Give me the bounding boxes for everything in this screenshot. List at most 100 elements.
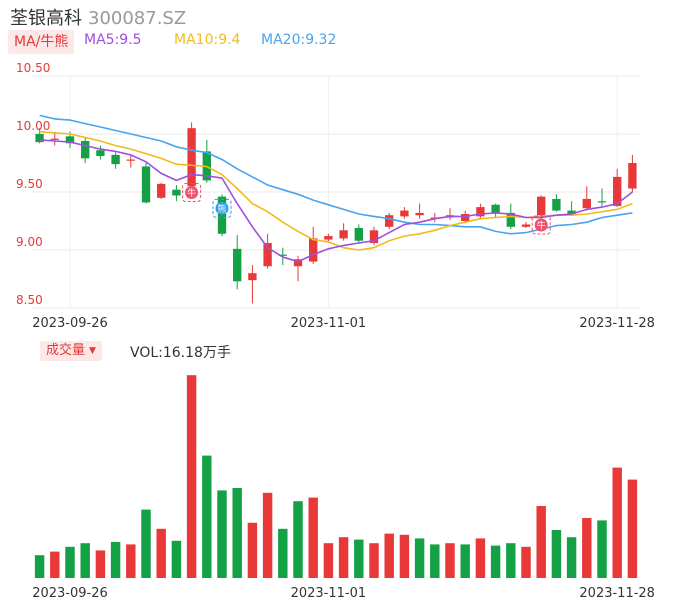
candle <box>597 188 607 206</box>
ma-indicator-selector[interactable]: MA/牛熊 <box>8 30 75 54</box>
volume-bar <box>323 543 334 578</box>
candle-body <box>613 176 622 206</box>
candle <box>369 226 379 246</box>
ma20-line <box>39 114 633 235</box>
candle-body <box>476 207 485 217</box>
volume-bar <box>490 545 501 578</box>
candle <box>35 128 44 144</box>
volume-bar <box>536 506 546 578</box>
volume-bar <box>521 546 531 578</box>
candle <box>521 222 531 228</box>
candle <box>385 212 394 230</box>
volume-bar <box>293 501 303 578</box>
volume-bar <box>80 543 90 578</box>
bull-marker-icon: 牛 <box>182 183 202 203</box>
candle <box>339 223 348 241</box>
candle <box>157 182 166 199</box>
candle <box>248 265 257 304</box>
volume-bar <box>232 488 242 578</box>
volume-bar <box>95 550 106 578</box>
volume-bar <box>597 520 607 578</box>
candle <box>126 154 135 168</box>
y-tick-label: 9.00 <box>16 235 43 249</box>
candle-body <box>506 212 515 227</box>
candle <box>476 203 485 219</box>
stock-title: 荃银高科 300087.SZ <box>10 4 186 30</box>
volume-bar <box>582 518 592 578</box>
candle-body <box>369 230 379 244</box>
candle-body <box>111 154 120 165</box>
volume-bar <box>308 497 318 578</box>
candle-body <box>597 201 607 203</box>
candle <box>187 122 196 189</box>
candle-body <box>263 243 272 267</box>
volume-bar <box>34 555 45 578</box>
candle <box>293 255 303 282</box>
volume-bar <box>460 544 470 578</box>
x-tick-label: 2023-11-28 <box>579 316 655 331</box>
volume-bar <box>278 528 288 578</box>
y-tick-label: 10.00 <box>16 119 50 133</box>
marker-label: 牛 <box>187 187 196 199</box>
candle-body <box>157 183 166 198</box>
candle-body <box>339 230 348 239</box>
marker-frame <box>182 183 202 203</box>
volume-bar <box>217 490 227 578</box>
candle-body <box>628 163 637 189</box>
x-tick-label: 2023-09-26 <box>32 586 108 601</box>
volume-bar <box>475 538 486 578</box>
candle-body <box>400 210 409 217</box>
volume-bar <box>338 537 349 578</box>
volume-indicator-selector[interactable]: 成交量 ▼ <box>40 341 102 361</box>
candle-body <box>35 134 44 143</box>
candle <box>415 203 424 219</box>
dropdown-caret-icon: ▼ <box>89 346 96 356</box>
volume-bar <box>202 455 212 578</box>
volume-bar <box>126 544 136 578</box>
candle-body <box>81 140 90 159</box>
candle <box>111 152 120 169</box>
x-tick-label: 2023-11-01 <box>291 586 367 601</box>
y-tick-label: 8.50 <box>16 293 43 307</box>
candle <box>445 208 455 220</box>
ma10-value: MA10:9.4 <box>174 32 241 48</box>
candle <box>50 131 59 146</box>
y-tick-label: 9.50 <box>16 177 43 191</box>
volume-indicator-label: 成交量 <box>46 343 86 358</box>
candle <box>628 154 637 192</box>
volume-bar <box>65 546 75 578</box>
candle <box>172 185 181 202</box>
volume-bar <box>110 542 121 578</box>
marker-frame <box>212 198 232 218</box>
x-tick-label: 2023-11-28 <box>579 586 655 601</box>
marker-dot <box>534 218 548 232</box>
volume-bar <box>566 537 577 578</box>
candle <box>233 234 242 290</box>
volume-bar <box>627 479 638 578</box>
candle-body <box>461 214 470 221</box>
candle <box>567 201 576 216</box>
candle-body <box>537 196 546 216</box>
candle <box>141 163 151 204</box>
candle-body <box>521 224 531 227</box>
candle-body <box>552 198 561 211</box>
candle <box>324 233 333 242</box>
volume-bar <box>247 522 258 578</box>
candle <box>96 145 105 160</box>
volume-bar <box>384 533 394 578</box>
candle-body <box>415 212 424 216</box>
volume-bar <box>156 528 166 578</box>
ma5-line <box>39 139 633 263</box>
volume-bar <box>354 539 364 578</box>
marker-label: 熊 <box>217 203 226 215</box>
stock-code: 300087.SZ <box>88 8 187 29</box>
candle-body <box>385 215 394 227</box>
volume-bar <box>262 492 273 578</box>
volume-bar <box>414 538 425 578</box>
candle-body <box>233 248 242 282</box>
bear-marker-icon: 熊 <box>212 198 232 218</box>
candle-body <box>50 138 59 140</box>
candle-body <box>96 150 105 157</box>
candle-body <box>217 196 227 234</box>
